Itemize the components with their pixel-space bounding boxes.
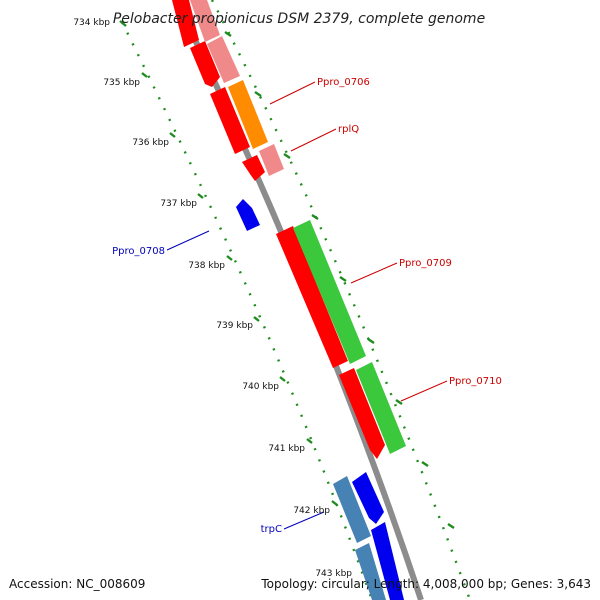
gene-label-rplq[interactable]: rplQ [338, 124, 359, 135]
gene-block[interactable] [333, 476, 371, 543]
leader-line [166, 230, 210, 251]
tick-label: 743 kbp [315, 569, 352, 579]
gene-block[interactable] [293, 220, 366, 364]
tick-label: 738 kbp [188, 261, 225, 271]
major-tick [339, 276, 347, 282]
gene-block[interactable] [210, 87, 250, 154]
major-tick [331, 500, 338, 506]
gene-block[interactable] [172, 0, 199, 47]
major-ticks [119, 20, 338, 506]
gene-block[interactable] [259, 144, 284, 176]
leader-line [269, 81, 316, 105]
forward-genes [190, 0, 406, 600]
gene-labels: Ppro_0706 rplQ Ppro_0708 Ppro_0709 Ppro_… [112, 77, 502, 535]
major-tick [119, 20, 127, 27]
major-tick [224, 31, 232, 37]
major-tick [254, 91, 262, 97]
gene-block[interactable] [356, 362, 406, 454]
major-tick [283, 153, 291, 159]
gene-block[interactable] [352, 472, 384, 524]
gene-block[interactable] [207, 36, 240, 83]
gene-block[interactable] [355, 543, 386, 600]
major-tick [306, 438, 313, 444]
reverse-genes [172, 0, 386, 600]
tick-label: 735 kbp [103, 78, 140, 88]
major-tick [253, 316, 260, 322]
gene-block[interactable] [236, 199, 260, 231]
major-tick [169, 132, 176, 138]
leader-line [290, 128, 337, 152]
gene-label-ppro-0709[interactable]: Ppro_0709 [399, 258, 452, 269]
tick-label: 742 kbp [293, 506, 330, 516]
map-title: Pelobacter propionicus DSM 2379, complet… [113, 11, 485, 27]
leader-line [400, 380, 448, 402]
major-tick [447, 523, 455, 529]
tick-label: 736 kbp [132, 138, 169, 148]
tick-labels: 734 kbp 735 kbp 736 kbp 737 kbp 738 kbp … [73, 18, 352, 579]
major-tick [226, 255, 233, 261]
leader-line [350, 262, 398, 284]
accession-text: Accession: NC_008609 [9, 577, 146, 591]
major-tick [395, 399, 403, 405]
gene-block[interactable] [276, 226, 348, 368]
major-tick [421, 461, 429, 467]
gene-label-ppro-0706[interactable]: Ppro_0706 [317, 77, 370, 88]
tick-label: 734 kbp [73, 18, 110, 28]
genome-stats-text: Topology: circular; Length: 4,008,000 bp… [261, 577, 591, 591]
major-tick [367, 338, 375, 344]
gene-label-ppro-0708[interactable]: Ppro_0708 [112, 246, 165, 257]
gene-block[interactable] [228, 80, 268, 149]
tick-label: 741 kbp [268, 444, 305, 454]
outer-major-ticks [224, 31, 455, 529]
gene-block[interactable] [371, 522, 404, 600]
leader-line [283, 511, 325, 530]
tick-label: 739 kbp [216, 321, 253, 331]
gene-block[interactable] [190, 41, 220, 87]
major-tick [279, 376, 286, 382]
label-leaders [166, 81, 448, 530]
tick-label: 740 kbp [242, 382, 279, 392]
major-tick [311, 214, 319, 220]
tick-label: 737 kbp [160, 199, 197, 209]
gene-label-ppro-0710[interactable]: Ppro_0710 [449, 376, 502, 387]
gene-block[interactable] [190, 0, 220, 42]
gene-label-trpc[interactable]: trpC [261, 524, 282, 535]
gene-block[interactable] [242, 155, 265, 181]
major-tick [197, 193, 204, 199]
gene-block[interactable] [339, 368, 385, 459]
major-tick [141, 72, 148, 78]
